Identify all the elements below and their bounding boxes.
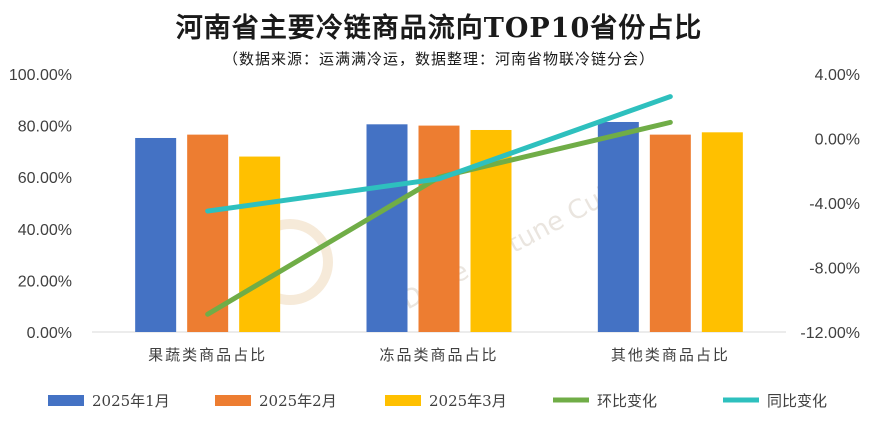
right-tick-label: -8.00% — [809, 261, 860, 278]
right-y-axis: -12.00% -8.00% -4.00% 0.00% 4.00% — [800, 67, 860, 342]
legend-label: 2025年3月 — [429, 392, 507, 410]
bar — [366, 124, 408, 332]
line-series — [205, 94, 673, 317]
legend-label: 环比变化 — [597, 392, 657, 410]
right-tick-label: -12.00% — [800, 325, 860, 342]
legend: 2025年1月 2025年2月 2025年3月 环比变化 同比变化 — [48, 392, 827, 410]
legend-label: 2025年2月 — [259, 392, 337, 410]
left-tick-label: 20.00% — [18, 273, 72, 290]
bar — [239, 156, 281, 332]
category-label: 冻品类商品占比 — [379, 346, 498, 364]
legend-swatch — [385, 395, 421, 406]
x-axis-categories: 果蔬类商品占比 冻品类商品占比 其他类商品占比 — [148, 346, 730, 364]
right-tick-label: 0.00% — [815, 132, 860, 149]
right-tick-label: 4.00% — [815, 67, 860, 84]
bar — [597, 121, 639, 332]
chart-title: 河南省主要冷链商品流向TOP10省份占比 — [175, 13, 703, 44]
legend-swatch — [215, 395, 251, 406]
bar — [187, 134, 229, 332]
bar — [135, 137, 177, 332]
left-tick-label: 100.00% — [9, 67, 72, 84]
left-tick-label: 40.00% — [18, 222, 72, 239]
left-tick-label: 0.00% — [27, 325, 72, 342]
left-tick-label: 60.00% — [18, 170, 72, 187]
series-line — [205, 94, 673, 214]
bar-series — [135, 121, 743, 332]
bar — [418, 125, 460, 332]
legend-label: 同比变化 — [767, 392, 827, 410]
bar — [701, 132, 743, 332]
legend-swatch — [48, 395, 84, 406]
bar — [649, 134, 691, 332]
left-tick-label: 80.00% — [18, 119, 72, 136]
right-tick-label: -4.00% — [809, 196, 860, 213]
category-label: 果蔬类商品占比 — [148, 346, 267, 364]
left-y-axis: 0.00% 20.00% 40.00% 60.00% 80.00% 100.00% — [9, 67, 72, 342]
chart-subtitle: （数据来源：运满满冷运，数据整理：河南省物联冷链分会） — [222, 50, 655, 68]
category-label: 其他类商品占比 — [611, 346, 730, 364]
legend-label: 2025年1月 — [92, 392, 170, 410]
